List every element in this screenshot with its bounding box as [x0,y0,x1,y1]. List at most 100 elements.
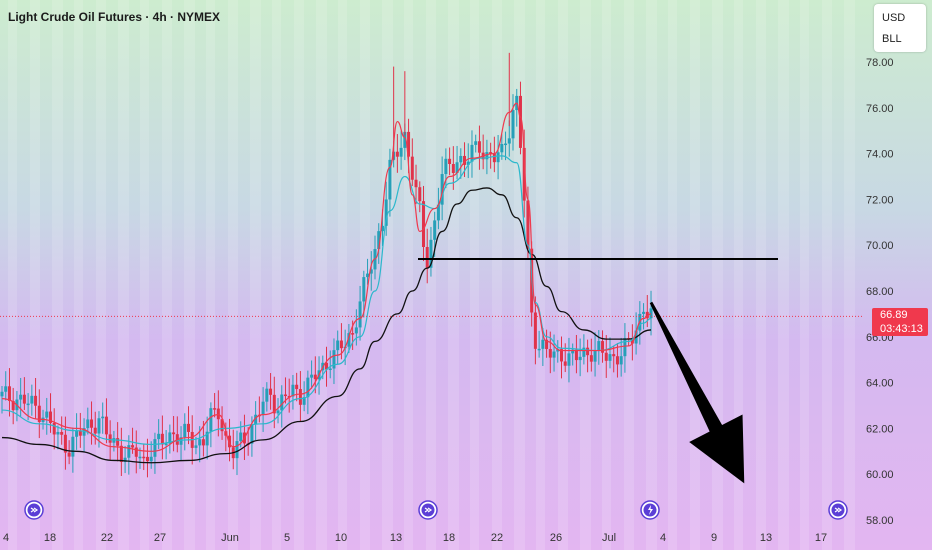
forecast-arrow [649,301,745,484]
candle-body [138,456,142,459]
candle-body [157,433,161,440]
candle-body [298,389,302,405]
candle-body [649,308,653,319]
candle-body [388,159,392,200]
candle-body [127,445,131,458]
candle-body [239,432,243,442]
background-stripe [668,0,677,550]
background-stripe [250,0,261,550]
background-stripe [778,0,789,550]
background-stripe [96,0,106,550]
candle-body [451,164,455,174]
forward-event-icon[interactable] [418,500,438,520]
candle-body [369,269,373,274]
candle-body [511,110,515,139]
currency-menu[interactable]: USD BLL [874,4,926,52]
background-stripe [712,0,723,550]
candle-body [104,416,108,435]
candle-body [485,152,489,160]
background-stripe [514,0,525,550]
ma-slow-line [1,187,652,464]
candle-body [272,394,276,414]
candle-body [407,131,411,157]
candle-body [541,339,545,349]
background-stripe [118,0,129,550]
background-stripe [382,0,393,550]
candle-body [526,200,530,249]
y-tick-label: 76.00 [866,103,894,115]
background-stripe [756,0,766,550]
y-axis-labels: 78.0076.0074.0072.0070.0068.0066.0064.00… [866,57,894,527]
candle-body [4,386,8,392]
y-tick-label: 68.00 [866,286,894,298]
lightning-event-icon[interactable] [640,500,660,520]
candle-body [183,423,187,438]
candle-body [615,356,619,365]
candle-body [22,394,26,404]
candle-body [351,333,355,335]
background-stripe [492,0,502,550]
candle-body [325,362,329,370]
candle-body [500,144,504,153]
candle-body [34,395,38,406]
candle-body [418,187,422,202]
candle-body [45,411,49,418]
candle-body [313,374,317,380]
candle-body [198,439,202,446]
candle-body [48,411,52,423]
candle-body [504,143,508,146]
forward-event-icon[interactable] [828,500,848,520]
candle-body [56,431,60,435]
background-stripe [338,0,347,550]
candle-body [548,349,552,358]
candle-body [201,439,205,446]
last-price: 66.89 [880,309,908,321]
candle-body [336,340,340,351]
y-tick-label: 60.00 [866,469,894,481]
candle-body [97,418,101,434]
candle-body [302,397,306,405]
y-tick-label: 64.00 [866,378,894,390]
background-stripe [734,0,743,550]
candle-body [354,327,358,334]
x-tick-label: 18 [44,532,56,544]
candle-body [339,340,343,349]
candle-body [75,430,79,437]
background-stripe [74,0,83,550]
candle-body [224,431,228,436]
background-stripes [8,0,855,550]
background-stripe [8,0,17,550]
candle-body [276,410,280,414]
candle-body [574,349,578,361]
y-tick-label: 74.00 [866,149,894,161]
candle-body [119,445,123,462]
candle-body [0,391,4,397]
candle-body [518,95,522,148]
candle-body [131,445,135,448]
candle-body [149,456,153,462]
candle-body [265,388,269,402]
x-tick-label: 26 [550,532,562,544]
background-stripe [822,0,832,550]
candle-body [567,353,571,366]
candle-body [645,311,649,319]
candle-body [444,158,448,175]
candle-body [459,155,463,163]
background-stripe [294,0,304,550]
currency-label[interactable]: USD [882,12,906,24]
candle-body [507,138,511,144]
candle-body [477,141,481,153]
candle-body [552,351,556,358]
candle-body [623,338,627,357]
candle-body [142,456,146,459]
unit-label[interactable]: BLL [882,33,902,45]
price-axis[interactable]: 78.0076.0074.0072.0070.0068.0066.0064.00… [862,0,932,550]
candle-body [571,349,575,354]
forward-event-icon[interactable] [24,500,44,520]
candle-body [209,408,213,432]
background-stripe [184,0,195,550]
candle-body [601,341,605,353]
candle-body [347,333,351,347]
price-chart[interactable]: 4 18 22 27 Jun 5 10 13 18 22 26 Jul 4 9 13 17 [0,0,862,550]
